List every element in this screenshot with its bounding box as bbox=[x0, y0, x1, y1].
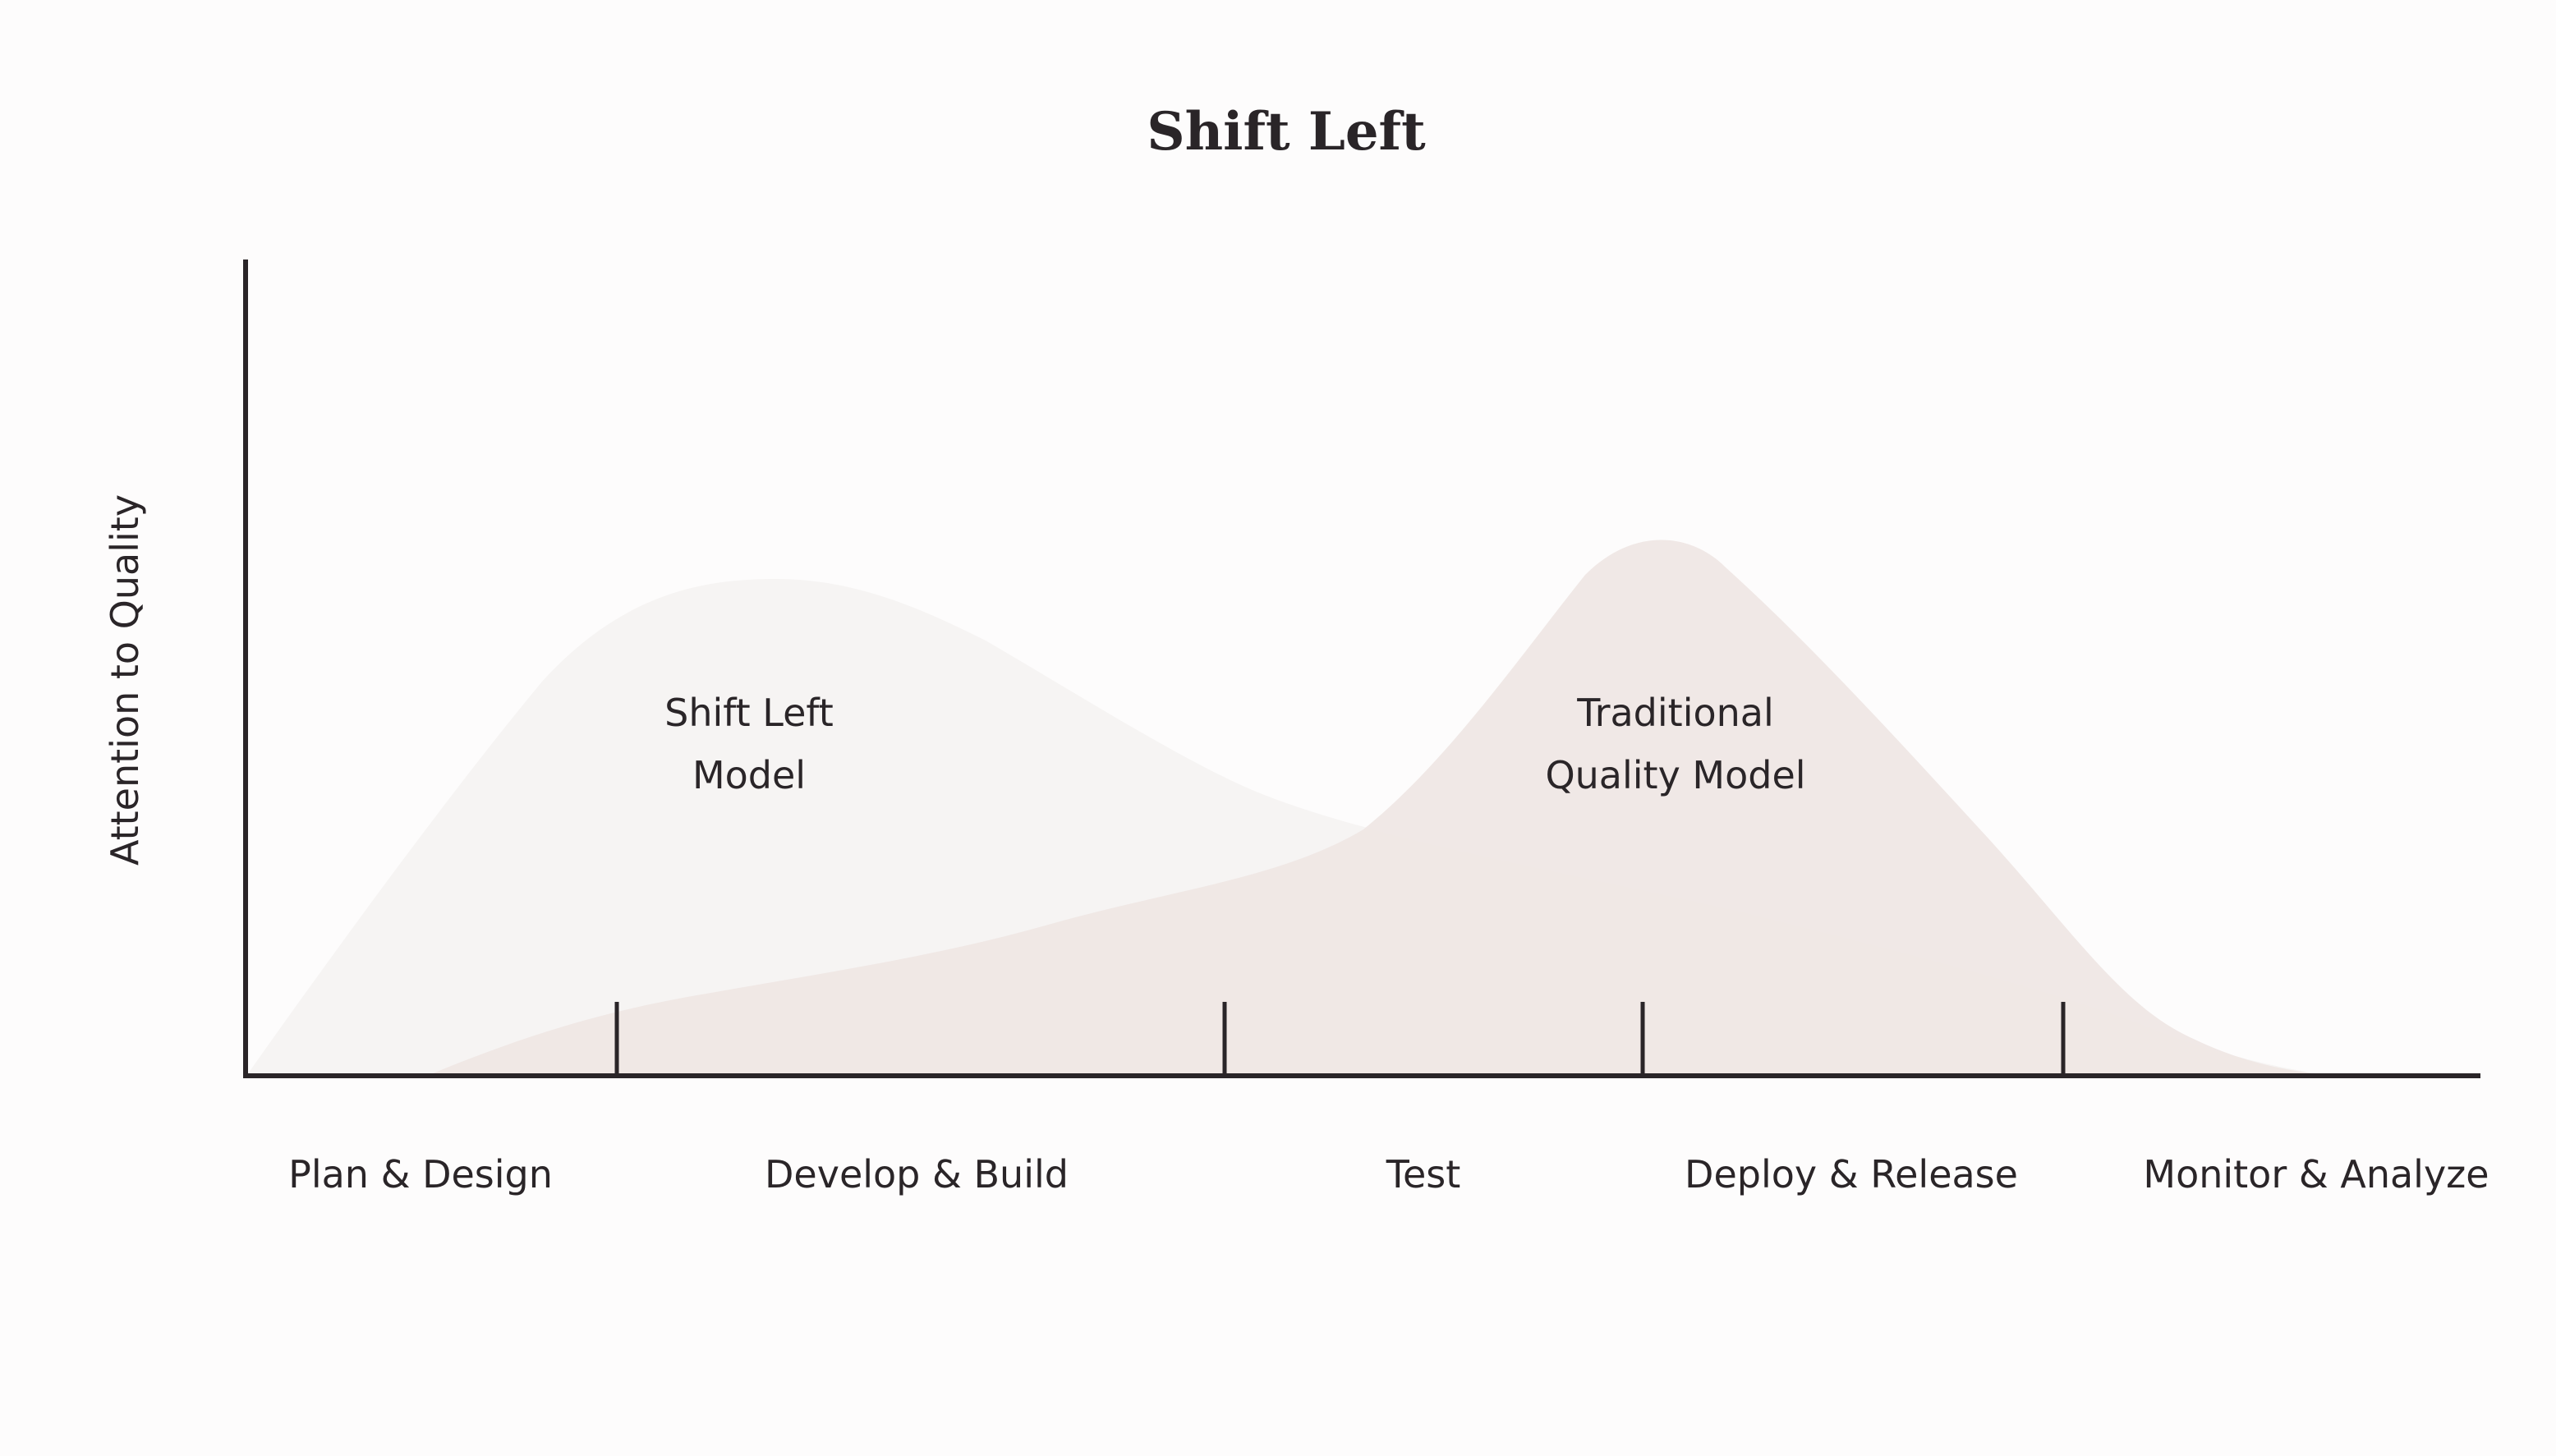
phase-label-monitor: Monitor & Analyze bbox=[2143, 1152, 2489, 1196]
diagram-title: Shift Left bbox=[1147, 101, 1426, 163]
phase-label-test: Test bbox=[1386, 1152, 1461, 1196]
phase-label-plan: Plan & Design bbox=[288, 1152, 553, 1196]
phase-label-deploy: Deploy & Release bbox=[1685, 1152, 2018, 1196]
y-axis-label: Attention to Quality bbox=[103, 494, 147, 866]
traditional-label-line1: Traditional bbox=[1576, 691, 1774, 735]
shift-left-label-line2: Model bbox=[692, 753, 806, 797]
traditional-curve bbox=[427, 540, 2333, 1076]
traditional-label-line2: Quality Model bbox=[1545, 753, 1805, 797]
shift-left-label-line1: Shift Left bbox=[664, 691, 834, 735]
phase-label-develop: Develop & Build bbox=[765, 1152, 1069, 1196]
